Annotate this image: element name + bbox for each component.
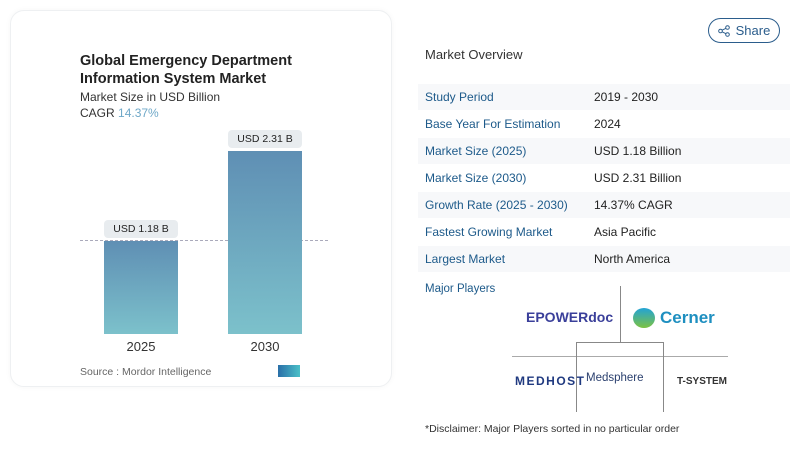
overview-row: Growth Rate (2025 - 2030) 14.37% CAGR [418, 192, 790, 219]
logo-tsystem: T-SYSTEM [677, 376, 728, 387]
chart-card [10, 10, 392, 387]
row-label: Study Period [425, 90, 494, 104]
chart-subtitle: Market Size in USD Billion [80, 90, 221, 104]
logo-medhost: MEDHOST [515, 374, 586, 388]
data-label: USD 1.18 B [104, 219, 178, 238]
row-label: Market Size (2025) [425, 144, 527, 158]
baseline-dash [80, 240, 328, 241]
row-label: Growth Rate (2025 - 2030) [425, 198, 568, 212]
cerner-icon [633, 308, 655, 328]
divider [512, 356, 728, 357]
row-label: Largest Market [425, 252, 506, 266]
major-players-heading: Major Players [425, 283, 496, 295]
row-value: 14.37% CAGR [594, 198, 673, 212]
overview-row: Market Size (2025) USD 1.18 Billion [418, 138, 790, 165]
cagr: CAGR 14.37% [80, 106, 159, 120]
share-button[interactable]: Share [708, 18, 780, 43]
row-label: Market Size (2030) [425, 171, 527, 185]
x-tick-label: 2025 [126, 339, 156, 354]
overview-row: Fastest Growing Market Asia Pacific [418, 219, 790, 246]
share-label: Share [735, 23, 771, 38]
logo-medsphere: Medsphere [586, 372, 644, 384]
cagr-value: 14.37% [118, 106, 159, 120]
row-label: Base Year For Estimation [425, 117, 561, 131]
overview-row: Study Period 2019 - 2030 [418, 84, 790, 111]
overview-row: Largest Market North America [418, 246, 790, 273]
row-label: Fastest Growing Market [425, 225, 553, 239]
row-value: USD 1.18 Billion [594, 144, 682, 158]
overview-heading: Market Overview [425, 47, 523, 62]
cagr-label: CAGR [80, 106, 115, 120]
row-value: North America [594, 252, 671, 266]
data-label: USD 2.31 B [228, 130, 302, 148]
mordor-logo-icon [278, 365, 300, 377]
x-tick-label: 2030 [250, 339, 280, 354]
divider [620, 286, 621, 343]
chart-title: Global Emergency Department Information … [80, 53, 292, 87]
row-value: Asia Pacific [594, 225, 657, 239]
logo-cerner: Cerner [660, 308, 715, 327]
row-value: 2024 [594, 117, 621, 131]
bar-2025 [104, 240, 178, 334]
overview-row: Base Year For Estimation 2024 [418, 111, 790, 138]
row-value: 2019 - 2030 [594, 90, 659, 104]
logo-epowerdoc: EPOWERdoc [526, 309, 614, 325]
bar-2030 [228, 151, 302, 334]
disclaimer: *Disclaimer: Major Players sorted in no … [425, 423, 680, 435]
medsphere-box [576, 342, 664, 412]
share-icon [717, 24, 730, 37]
source: Source : Mordor Intelligence [80, 366, 212, 378]
row-value: USD 2.31 Billion [594, 171, 682, 185]
overview-row: Market Size (2030) USD 2.31 Billion [418, 165, 790, 192]
